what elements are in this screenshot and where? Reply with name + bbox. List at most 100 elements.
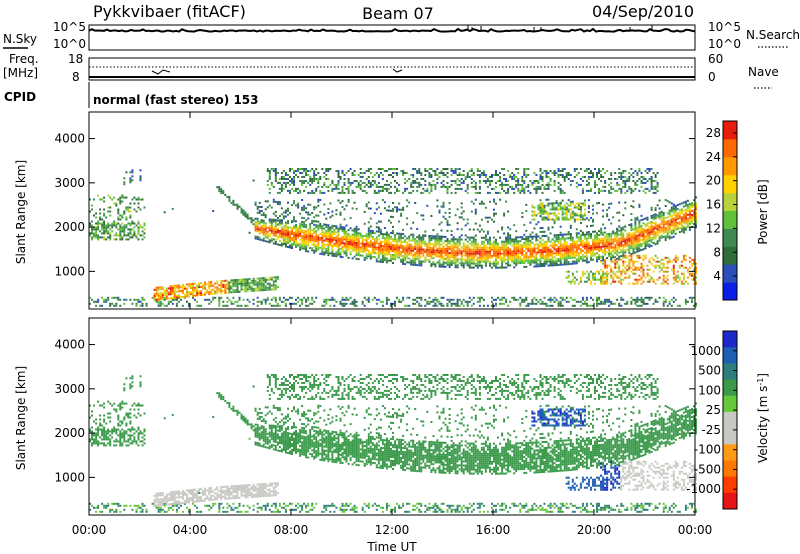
- power-cell: [455, 266, 457, 268]
- power-cell: [376, 252, 378, 254]
- power-cell: [570, 227, 572, 229]
- power-cell: [269, 219, 271, 221]
- power-cell: [576, 219, 578, 221]
- power-cell: [265, 277, 267, 279]
- power-cell: [356, 236, 358, 238]
- power-cell: [548, 186, 550, 188]
- power-cell: [453, 242, 455, 244]
- power-cell: [471, 168, 473, 170]
- power-cell: [525, 210, 527, 212]
- power-cell: [552, 219, 554, 221]
- power-cell: [364, 172, 366, 174]
- power-cell: [600, 230, 602, 232]
- power-cell: [515, 242, 517, 244]
- power-cell: [608, 219, 610, 221]
- power-cell: [428, 174, 430, 176]
- power-cell: [156, 289, 158, 291]
- power-cell: [560, 252, 562, 254]
- power-cell: [406, 305, 408, 307]
- power-cell: [335, 170, 337, 172]
- power-cell: [208, 283, 210, 285]
- power-cell: [519, 240, 521, 242]
- power-cell: [558, 236, 560, 238]
- power-cell: [610, 203, 612, 205]
- power-cell: [436, 178, 438, 180]
- power-cell: [560, 170, 562, 172]
- power-cell: [548, 247, 550, 249]
- power-cell: [154, 289, 156, 291]
- power-cell: [222, 192, 224, 194]
- power-cell: [380, 231, 382, 233]
- power-cell: [321, 247, 323, 249]
- power-cell: [289, 212, 291, 214]
- power-cell: [275, 174, 277, 176]
- power-cell: [182, 286, 184, 288]
- power-cell: [521, 178, 523, 180]
- power-cell: [620, 176, 622, 178]
- power-cell: [113, 305, 115, 307]
- power-cell: [489, 263, 491, 265]
- power-cell: [584, 260, 586, 262]
- power-cell: [461, 301, 463, 303]
- power-cell: [404, 172, 406, 174]
- power-cell: [388, 238, 390, 240]
- power-cell: [222, 190, 224, 192]
- power-cell: [439, 242, 441, 244]
- power-cell: [618, 230, 620, 232]
- power-cell: [170, 289, 172, 291]
- power-cell: [608, 243, 610, 245]
- power-cell: [447, 182, 449, 184]
- power-cell: [513, 240, 515, 242]
- power-cell: [378, 227, 380, 229]
- power-cell: [560, 262, 562, 264]
- power-cell: [230, 285, 232, 287]
- power-cell: [596, 246, 598, 248]
- power-cell: [574, 176, 576, 178]
- power-cell: [368, 176, 370, 178]
- power-cell: [160, 301, 162, 303]
- power-cell: [556, 262, 558, 264]
- power-cell: [346, 303, 348, 305]
- power-cell: [487, 261, 489, 263]
- power-cell: [121, 197, 123, 199]
- power-cell: [576, 250, 578, 252]
- power-cell: [269, 235, 271, 237]
- power-cell: [576, 235, 578, 237]
- power-cell: [570, 217, 572, 219]
- power-cell: [525, 176, 527, 178]
- power-cell: [344, 228, 346, 230]
- power-cell: [628, 180, 630, 182]
- power-cell: [515, 236, 517, 238]
- power-cell: [459, 168, 461, 170]
- power-cell: [210, 291, 212, 293]
- power-cell: [578, 215, 580, 217]
- power-cell: [313, 180, 315, 182]
- power-cell: [422, 234, 424, 236]
- power-cell: [493, 201, 495, 203]
- power-cell: [370, 184, 372, 186]
- power-cell: [388, 260, 390, 262]
- power-cell: [469, 247, 471, 249]
- power-cell: [604, 281, 606, 283]
- power-cell: [253, 299, 255, 301]
- power-cell: [283, 297, 285, 299]
- power-cell: [491, 219, 493, 221]
- power-cell: [263, 234, 265, 236]
- power-cell: [533, 244, 535, 246]
- power-cell: [634, 184, 636, 186]
- power-cell: [366, 247, 368, 249]
- power-cell: [321, 253, 323, 255]
- power-cell: [408, 244, 410, 246]
- power-cell: [495, 255, 497, 257]
- power-cell: [618, 271, 620, 273]
- power-cell: [517, 246, 519, 248]
- power-cell: [323, 246, 325, 248]
- power-cell: [487, 255, 489, 257]
- power-cell: [214, 291, 216, 293]
- power-cell: [544, 245, 546, 247]
- power-cell: [535, 243, 537, 245]
- power-cell: [287, 202, 289, 204]
- power-cell: [576, 182, 578, 184]
- power-cell: [432, 305, 434, 307]
- power-cell: [121, 228, 123, 230]
